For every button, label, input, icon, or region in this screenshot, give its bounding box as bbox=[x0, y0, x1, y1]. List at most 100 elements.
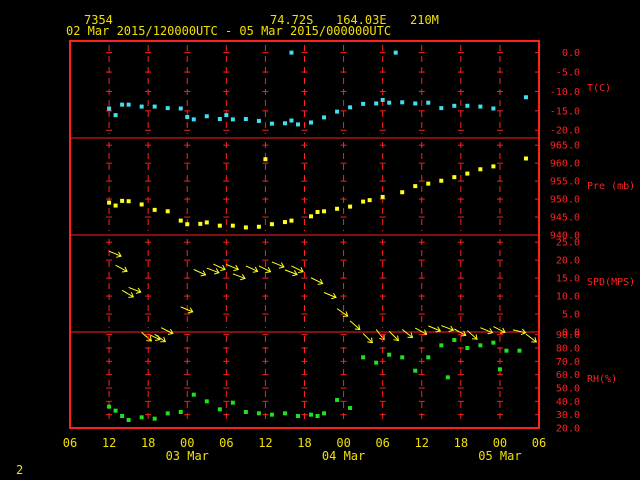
wind-arrow bbox=[512, 329, 526, 334]
pressure-point bbox=[380, 194, 385, 199]
wind-arrow-head bbox=[317, 278, 324, 285]
wind-arrow bbox=[121, 289, 134, 298]
y-tick-label: -15.0 bbox=[550, 106, 580, 117]
station-id: 7354 bbox=[84, 13, 113, 27]
temperature-outlier-point bbox=[393, 50, 398, 55]
pressure-point bbox=[315, 210, 320, 215]
temperature-point bbox=[113, 113, 118, 118]
humidity-outlier-point bbox=[445, 375, 450, 380]
temperature-outlier-point bbox=[523, 95, 528, 100]
x-tick-label: 06 bbox=[63, 436, 77, 450]
pressure-point bbox=[243, 225, 248, 230]
humidity-point bbox=[217, 407, 222, 412]
wind-arrow bbox=[428, 325, 441, 332]
x-day-label: 04 Mar bbox=[322, 449, 365, 463]
station-lon: 164.03E bbox=[336, 13, 387, 27]
humidity-point bbox=[126, 418, 131, 422]
humidity-point bbox=[165, 411, 170, 416]
humidity-point bbox=[152, 416, 157, 421]
y-tick-label: 20.0 bbox=[556, 256, 580, 267]
y-tick-label: 945.0 bbox=[550, 213, 580, 224]
wind-arrow bbox=[291, 265, 304, 273]
temperature-point bbox=[322, 115, 327, 120]
pressure-outlier-point bbox=[523, 156, 528, 161]
temperature-point bbox=[185, 115, 190, 120]
pressure-point bbox=[335, 206, 340, 211]
wind-arrow bbox=[441, 325, 454, 331]
humidity-point bbox=[295, 414, 300, 418]
humidity-point bbox=[243, 410, 248, 414]
wind-arrow bbox=[388, 330, 399, 341]
pressure-point bbox=[204, 220, 209, 225]
wind-arrow bbox=[480, 327, 493, 334]
temperature-point bbox=[243, 116, 248, 121]
wind-arrow-head bbox=[487, 328, 494, 335]
wind-arrow bbox=[213, 263, 226, 271]
y-tick-label: -20.0 bbox=[550, 126, 580, 137]
temperature-point bbox=[478, 104, 483, 109]
temperature-point bbox=[289, 118, 294, 123]
humidity-point bbox=[335, 398, 340, 402]
pressure-point bbox=[491, 164, 496, 169]
panel-label-humidity: RH(%) bbox=[587, 374, 617, 385]
humidity-point bbox=[361, 355, 366, 360]
wind-arrow-head bbox=[116, 251, 122, 258]
x-day-label: 03 Mar bbox=[166, 449, 209, 463]
temperature-outlier-point bbox=[289, 50, 294, 55]
wind-arrow-head bbox=[128, 292, 135, 298]
station-elev: 210M bbox=[410, 13, 439, 27]
pressure-point bbox=[322, 209, 327, 214]
temperature-point bbox=[426, 100, 431, 105]
temperature-point bbox=[439, 106, 444, 111]
humidity-point bbox=[256, 411, 261, 416]
y-tick-label: 965.0 bbox=[550, 141, 580, 152]
pressure-point bbox=[413, 184, 418, 189]
wind-arrow-head bbox=[531, 337, 538, 343]
y-tick-label: 50.0 bbox=[556, 384, 580, 395]
humidity-point bbox=[348, 406, 353, 410]
x-tick-label: 00 bbox=[336, 436, 350, 450]
wind-arrow-head bbox=[472, 334, 478, 340]
humidity-point bbox=[178, 410, 183, 414]
temperature-point bbox=[217, 116, 222, 121]
pressure-point bbox=[478, 167, 483, 172]
pressure-point bbox=[120, 198, 125, 203]
wind-arrow bbox=[154, 333, 166, 343]
x-tick-label: 06 bbox=[219, 436, 233, 450]
wind-arrow bbox=[128, 286, 141, 293]
wind-arrow-head bbox=[331, 292, 337, 300]
humidity-point bbox=[439, 343, 444, 348]
x-tick-label: 12 bbox=[415, 436, 429, 450]
pressure-point bbox=[289, 218, 294, 223]
y-tick-label: 70.0 bbox=[556, 357, 580, 368]
temperature-point bbox=[309, 120, 314, 125]
wind-arrow bbox=[193, 269, 206, 276]
pressure-point bbox=[309, 214, 314, 219]
wind-arrow-head bbox=[435, 326, 442, 333]
humidity-point bbox=[269, 412, 274, 417]
wind-arrow-head bbox=[252, 266, 259, 273]
wind-arrow bbox=[362, 333, 373, 343]
temperature-point bbox=[107, 106, 112, 111]
y-tick-label: 30.0 bbox=[556, 410, 580, 421]
x-tick-label: 06 bbox=[375, 436, 389, 450]
panel-label-temperature: T(C) bbox=[587, 83, 611, 94]
humidity-point bbox=[426, 355, 431, 360]
wind-arrow-head bbox=[233, 264, 240, 272]
wind-arrow-head bbox=[135, 287, 142, 294]
temperature-point bbox=[269, 121, 274, 126]
pressure-point bbox=[178, 218, 183, 223]
humidity-point bbox=[113, 408, 118, 413]
panel-label-pressure: Pre (mb) bbox=[587, 181, 635, 192]
y-tick-label: 955.0 bbox=[550, 177, 580, 188]
wind-arrow-head bbox=[379, 334, 385, 341]
pressure-point bbox=[439, 178, 444, 183]
temperature-point bbox=[452, 103, 457, 108]
temperature-point bbox=[126, 102, 131, 107]
wind-arrow-head bbox=[167, 328, 174, 335]
wind-arrow bbox=[180, 306, 193, 313]
y-tick-label: 40.0 bbox=[556, 397, 580, 408]
panel-label-wind: SPD(MPS) bbox=[587, 277, 635, 288]
